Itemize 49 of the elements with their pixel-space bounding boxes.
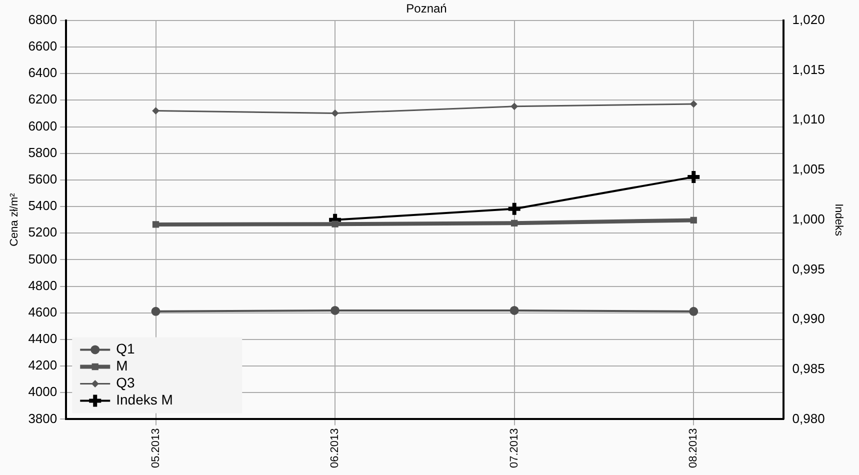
y-tick-label: 5800 — [28, 144, 58, 160]
point — [330, 306, 340, 315]
y-tick-label: 6600 — [28, 38, 58, 54]
y-tick-label: 4400 — [28, 331, 58, 346]
y-tick-label: 6800 — [28, 12, 58, 27]
y2-tick-label: 1,020 — [792, 12, 825, 27]
y-tick-label: 6000 — [28, 118, 58, 134]
point — [152, 221, 160, 228]
x-tick-label: 07.2013 — [508, 428, 520, 468]
x-tick-label: 08.2013 — [688, 428, 700, 468]
y-tick-label: 4200 — [28, 358, 58, 373]
point — [332, 110, 339, 117]
y-tick-label: 4600 — [28, 304, 58, 320]
y2-tick-label: 1,000 — [792, 211, 825, 226]
y-tick-label: 3800 — [28, 410, 58, 426]
point — [510, 306, 519, 315]
y2-tick-label: 1,005 — [792, 162, 825, 177]
point — [690, 100, 698, 108]
point — [511, 220, 518, 226]
legend-label: Q3 — [116, 374, 136, 391]
chart-title: Poznań — [406, 2, 447, 16]
y2-tick-label: 1,010 — [792, 112, 825, 127]
y-tick-label: 5200 — [28, 224, 58, 240]
y2-tick-label: 1,015 — [792, 62, 825, 77]
y2-tick-label: 0,990 — [792, 311, 825, 326]
y-tick-label: 6400 — [28, 65, 58, 80]
y2-tick-label: 0,995 — [792, 261, 825, 276]
y2-axis-title: Indeks — [832, 204, 844, 237]
y2-tick-label: 0,980 — [792, 410, 825, 426]
x-tick-label: 05.2013 — [150, 428, 162, 468]
legend-label: M — [116, 358, 128, 374]
y-tick-label: 4000 — [28, 384, 58, 400]
point — [689, 306, 698, 316]
point — [332, 220, 338, 228]
point — [152, 107, 160, 114]
point — [506, 200, 522, 217]
x-tick-label: 06.2013 — [329, 428, 342, 468]
legend-label: Indeks M — [116, 392, 173, 408]
y-tick-label: 4800 — [28, 278, 58, 293]
point — [690, 216, 697, 224]
y2-tick-label: 0,985 — [792, 360, 825, 376]
y-tick-label: 5600 — [28, 172, 58, 187]
legend-label: Q1 — [116, 340, 136, 357]
y-tick-label: 5000 — [28, 251, 58, 266]
y-tick-label: 5400 — [28, 198, 58, 214]
point — [151, 306, 160, 316]
point — [510, 102, 518, 110]
y-axis-title: Cena zł/m² — [8, 192, 21, 246]
y-tick-label: 6200 — [28, 92, 58, 107]
